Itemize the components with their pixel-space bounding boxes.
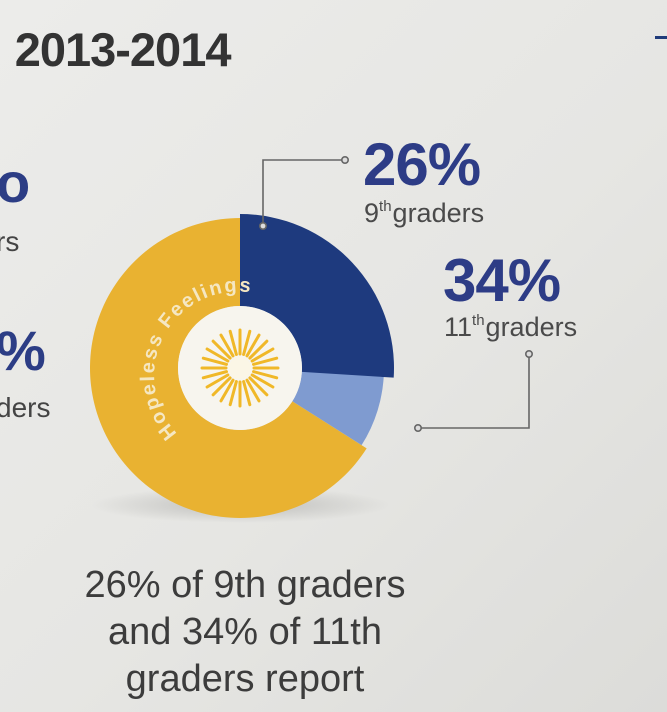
callout-eleventh-value: 34%	[443, 247, 561, 314]
leader-line-eleventh	[413, 349, 533, 432]
sunburst-ray	[242, 380, 252, 407]
page-title: : 2013-2014	[0, 23, 231, 76]
caption-line-2: and 34% of 11th	[108, 611, 382, 653]
callout-ninth-label: 9thgraders	[364, 198, 485, 228]
donut-slice-ninth-graders	[240, 214, 394, 378]
callout-ninth-value: 26%	[363, 131, 481, 198]
left-label-fragment-2: ders	[0, 392, 51, 423]
sunburst-ray	[205, 373, 230, 389]
left-stat-fragment-1: o	[0, 151, 31, 214]
sunburst-ray	[252, 356, 279, 366]
sunburst-ray	[201, 356, 228, 366]
left-stat-fragment-2: %	[0, 319, 46, 382]
edge-rule	[655, 36, 667, 39]
donut-slice-rest	[90, 217, 367, 518]
sunburst-ray	[205, 347, 230, 363]
sunburst-ray	[245, 333, 261, 358]
sunburst-ray	[252, 370, 279, 380]
sunburst-ray	[219, 378, 235, 403]
sunburst-ray	[211, 339, 232, 360]
sunburst-ray	[228, 329, 238, 356]
caption-line-1: 26% of 9th graders	[84, 564, 406, 606]
sunburst-ray	[219, 333, 235, 358]
caption: 26% of 9th graders and 34% of 11th grade…	[20, 562, 470, 703]
sunburst-ray	[228, 380, 238, 407]
sunburst-ray	[250, 347, 275, 363]
sunburst-ray	[245, 378, 261, 403]
sunburst-ray	[248, 376, 269, 397]
caption-line-3: graders report	[125, 658, 365, 700]
sunburst-ray	[242, 329, 252, 356]
sunburst-ray	[211, 376, 232, 397]
sunburst-icon	[200, 328, 280, 408]
sunburst-ray	[201, 370, 228, 380]
sunburst-ray	[250, 373, 275, 389]
leader-line-ninth	[258, 156, 349, 231]
left-label-fragment-1: rs	[0, 226, 20, 257]
sunburst-center	[229, 357, 251, 379]
sunburst-ray	[248, 339, 269, 360]
callout-eleventh-label: 11thgraders	[444, 312, 578, 342]
